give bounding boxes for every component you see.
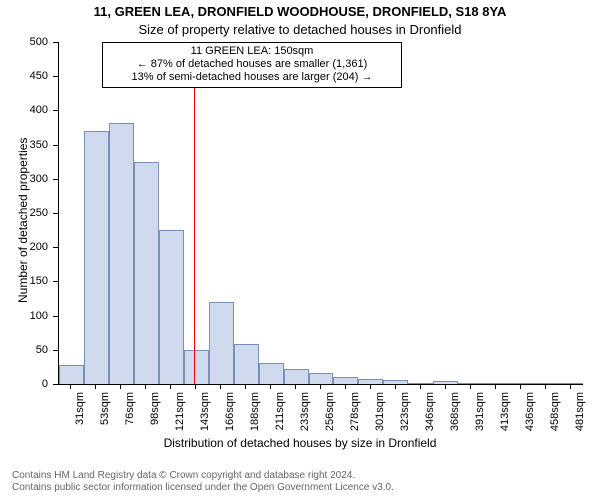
xtick-mark (370, 384, 371, 389)
histogram-bar (159, 230, 184, 384)
xtick-mark (320, 384, 321, 389)
ytick-mark (53, 213, 58, 214)
ytick-label: 350 (0, 139, 48, 151)
histogram-bar (259, 363, 284, 384)
ytick-label: 50 (0, 344, 48, 356)
ytick-label: 400 (0, 104, 48, 116)
ytick-label: 450 (0, 70, 48, 82)
xtick-label: 211sqm (274, 392, 286, 492)
histogram-bar (483, 383, 508, 384)
xtick-label: 233sqm (299, 392, 311, 492)
ytick-mark (53, 110, 58, 111)
xtick-label: 121sqm (174, 392, 186, 492)
xtick-mark (395, 384, 396, 389)
ytick-label: 250 (0, 207, 48, 219)
ytick-mark (53, 384, 58, 385)
xtick-label: 391sqm (474, 392, 486, 492)
histogram-bar (383, 380, 408, 384)
histogram-bar (134, 162, 159, 384)
xtick-label: 256sqm (324, 392, 336, 492)
ytick-mark (53, 76, 58, 77)
histogram-bar (184, 350, 209, 384)
xtick-label: 301sqm (374, 392, 386, 492)
histogram-bar (358, 379, 383, 384)
xtick-label: 368sqm (449, 392, 461, 492)
xtick-label: 413sqm (499, 392, 511, 492)
histogram-bar (84, 131, 109, 384)
xtick-mark (170, 384, 171, 389)
ytick-label: 300 (0, 173, 48, 185)
xtick-mark (495, 384, 496, 389)
ytick-mark (53, 179, 58, 180)
histogram-bar (309, 373, 334, 384)
histogram-bar (458, 383, 483, 384)
histogram-bar (333, 377, 358, 384)
ytick-mark (53, 247, 58, 248)
chart-container: 11, GREEN LEA, DRONFIELD WOODHOUSE, DRON… (0, 0, 600, 500)
ytick-mark (53, 281, 58, 282)
histogram-bar (558, 383, 583, 384)
histogram-bar (508, 383, 533, 384)
plot-area (58, 42, 583, 385)
ytick-mark (53, 145, 58, 146)
ytick-label: 0 (0, 378, 48, 390)
annotation-box: 11 GREEN LEA: 150sqm ← 87% of detached h… (102, 42, 402, 88)
xtick-label: 76sqm (124, 392, 136, 492)
xtick-label: 481sqm (574, 392, 586, 492)
xtick-label: 143sqm (199, 392, 211, 492)
ytick-mark (53, 316, 58, 317)
histogram-bar (533, 383, 558, 384)
xtick-mark (295, 384, 296, 389)
xtick-mark (470, 384, 471, 389)
reference-line (194, 42, 195, 384)
xtick-mark (270, 384, 271, 389)
xtick-mark (70, 384, 71, 389)
xtick-mark (570, 384, 571, 389)
xtick-label: 323sqm (399, 392, 411, 492)
xtick-mark (195, 384, 196, 389)
chart-title-line1: 11, GREEN LEA, DRONFIELD WOODHOUSE, DRON… (0, 4, 600, 19)
annotation-line1: 11 GREEN LEA: 150sqm (109, 45, 395, 58)
xtick-mark (245, 384, 246, 389)
xtick-mark (120, 384, 121, 389)
xtick-mark (220, 384, 221, 389)
ytick-label: 100 (0, 310, 48, 322)
annotation-line3: 13% of semi-detached houses are larger (… (109, 71, 395, 84)
xtick-mark (95, 384, 96, 389)
xtick-label: 31sqm (74, 392, 86, 492)
xtick-mark (520, 384, 521, 389)
xtick-label: 188sqm (249, 392, 261, 492)
xtick-label: 346sqm (424, 392, 436, 492)
histogram-bar (209, 302, 234, 384)
xtick-label: 278sqm (349, 392, 361, 492)
xtick-label: 53sqm (99, 392, 111, 492)
xtick-mark (445, 384, 446, 389)
xtick-mark (545, 384, 546, 389)
xtick-label: 166sqm (224, 392, 236, 492)
chart-title-line2: Size of property relative to detached ho… (0, 22, 600, 37)
xtick-mark (345, 384, 346, 389)
xtick-label: 436sqm (524, 392, 536, 492)
xtick-label: 458sqm (549, 392, 561, 492)
ytick-mark (53, 350, 58, 351)
ytick-label: 150 (0, 275, 48, 287)
ytick-label: 200 (0, 241, 48, 253)
xtick-mark (420, 384, 421, 389)
histogram-bar (59, 365, 84, 384)
annotation-line2: ← 87% of detached houses are smaller (1,… (109, 58, 395, 71)
histogram-bar (408, 383, 433, 384)
xtick-mark (145, 384, 146, 389)
histogram-bar (234, 344, 259, 384)
histogram-bar (433, 381, 458, 384)
histogram-bar (284, 369, 309, 384)
histogram-bar (109, 123, 134, 384)
ytick-mark (53, 42, 58, 43)
xtick-label: 98sqm (149, 392, 161, 492)
ytick-label: 500 (0, 36, 48, 48)
